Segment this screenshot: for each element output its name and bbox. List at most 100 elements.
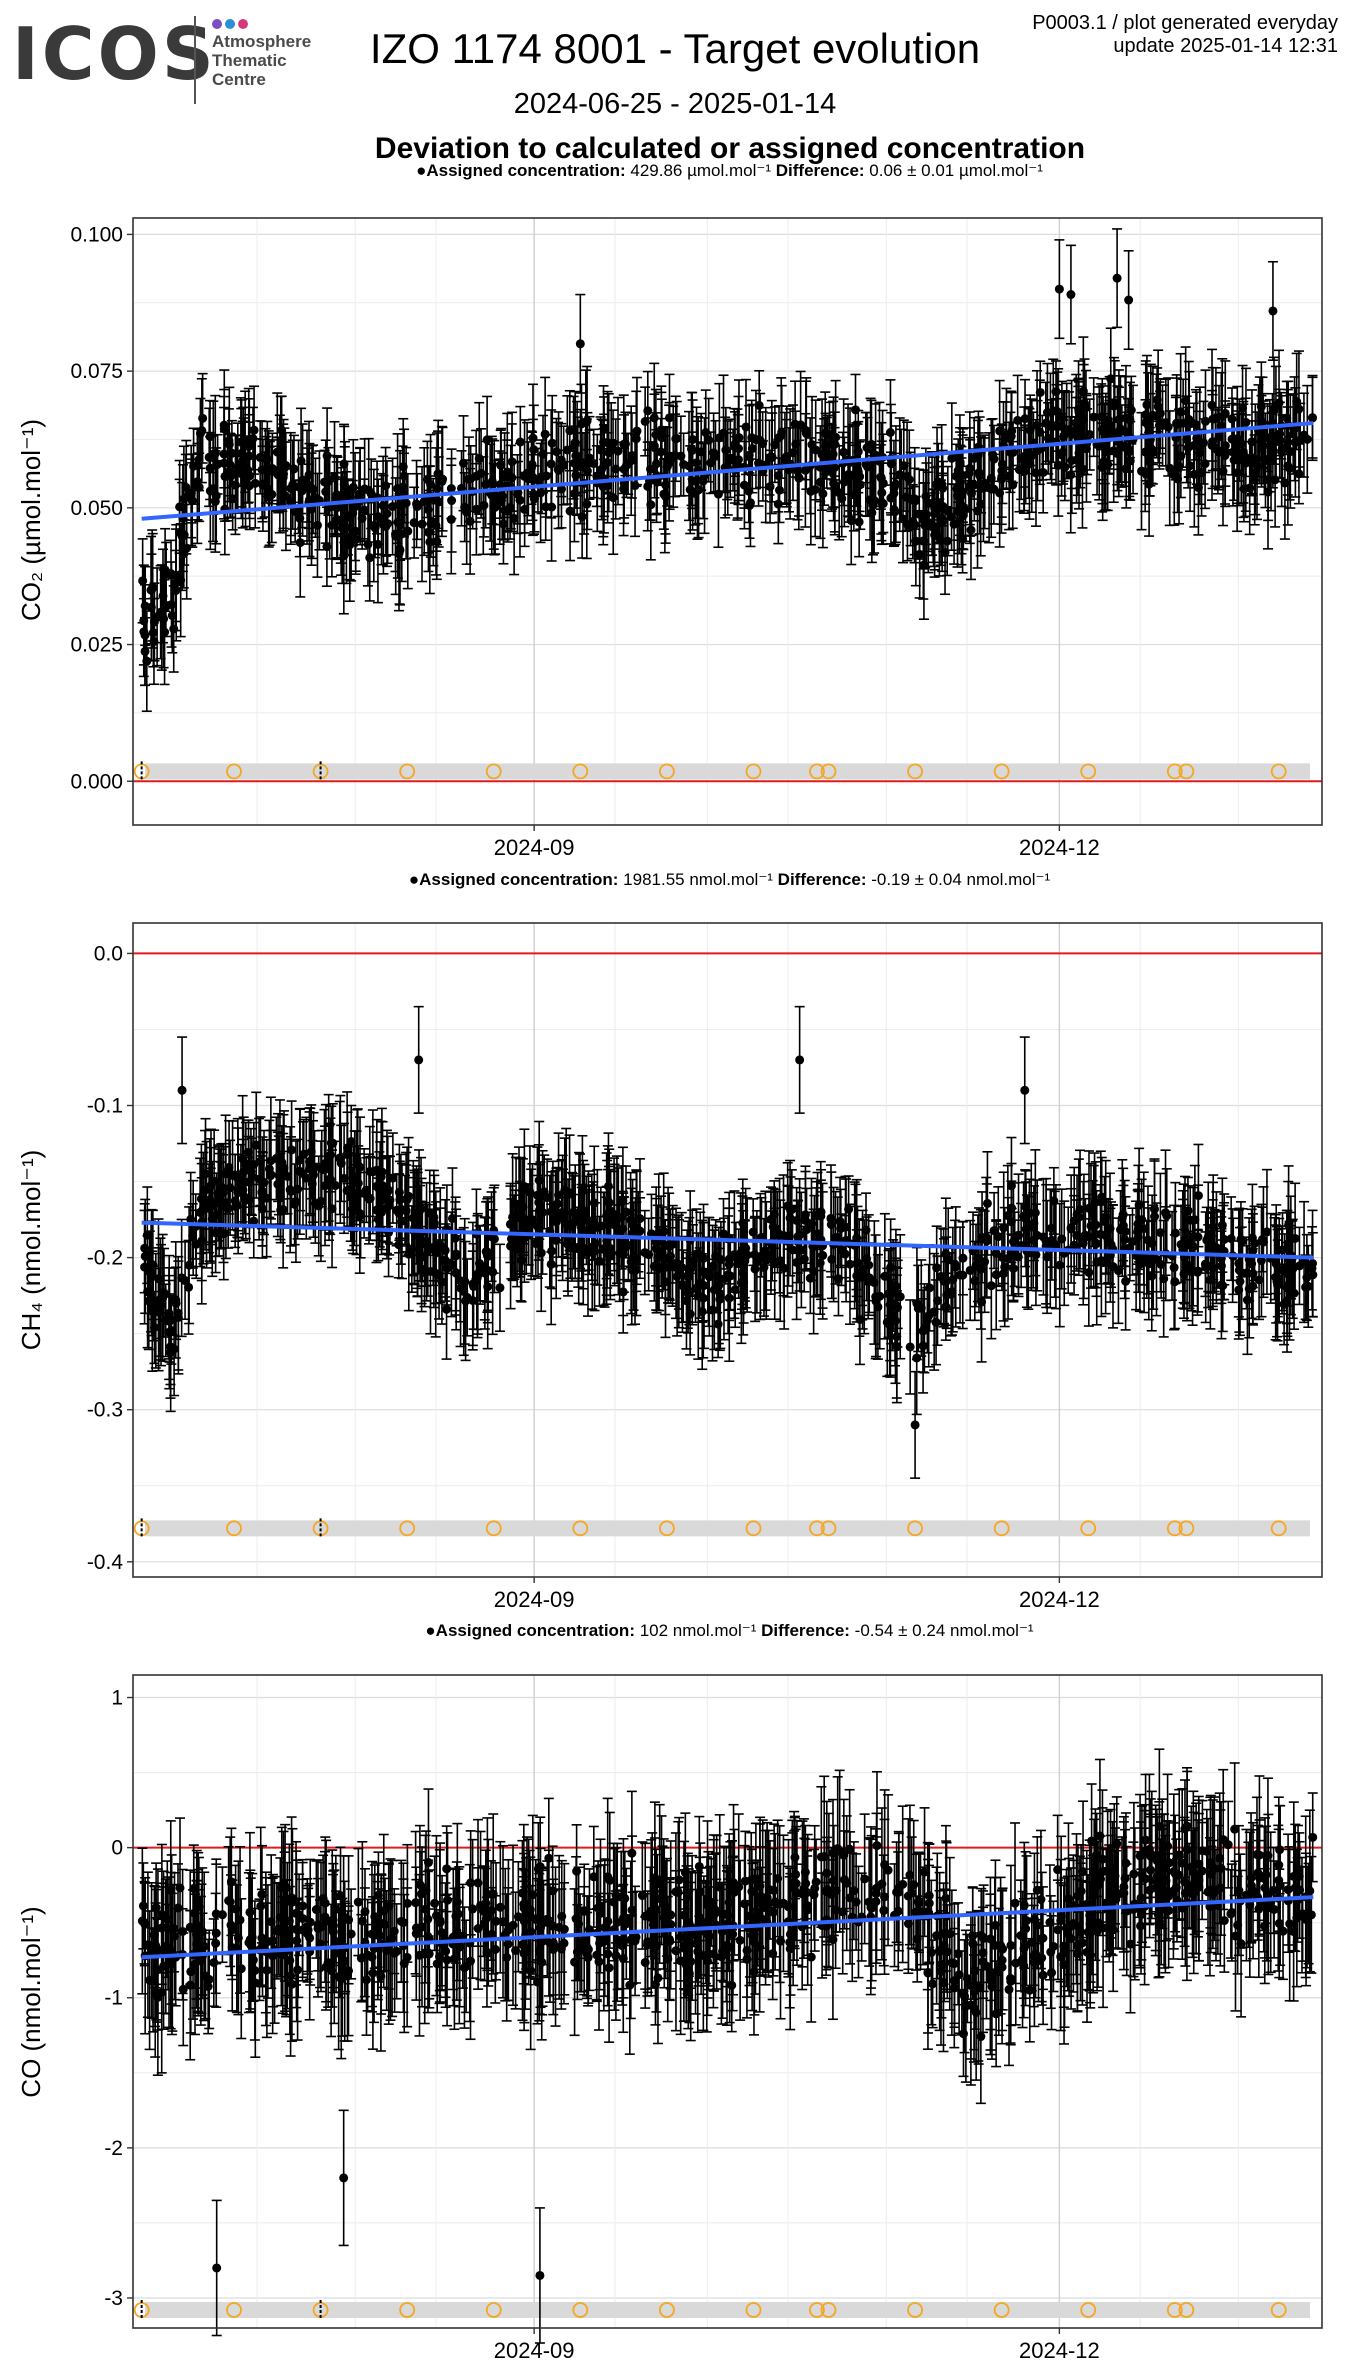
data-point	[1097, 440, 1107, 450]
data-point	[138, 576, 148, 586]
data-point	[701, 428, 711, 438]
data-point	[562, 445, 572, 455]
data-point	[1074, 414, 1084, 424]
data-point	[997, 466, 1007, 476]
data-point	[1216, 421, 1226, 431]
data-point	[431, 520, 441, 530]
data-point	[515, 437, 525, 447]
data-point	[1294, 404, 1304, 414]
data-point	[290, 506, 300, 516]
data-point	[171, 586, 181, 596]
data-point	[902, 471, 912, 481]
caption-text: 429.86 µmol.mol⁻¹	[626, 161, 772, 180]
data-point	[1076, 423, 1086, 433]
data-point	[933, 499, 943, 509]
data-point	[312, 520, 322, 530]
data-point	[1176, 407, 1186, 417]
data-point	[1232, 468, 1242, 478]
data-point	[146, 585, 156, 595]
data-point	[791, 439, 801, 449]
logo-sub-line: Atmosphere	[212, 32, 312, 51]
data-point	[1035, 427, 1045, 437]
data-point	[734, 433, 744, 443]
data-point	[599, 423, 609, 433]
data-point	[899, 461, 909, 471]
data-point	[171, 578, 181, 588]
data-point	[855, 480, 865, 490]
data-point	[304, 470, 314, 480]
data-point	[661, 480, 671, 490]
data-point	[403, 526, 413, 536]
data-point	[770, 440, 780, 450]
data-point	[1257, 417, 1267, 427]
data-point	[194, 482, 204, 492]
data-point	[1178, 418, 1188, 428]
marker-band	[145, 1520, 1310, 1537]
data-point	[537, 472, 547, 482]
caption-text: -0.19 ± 0.04 nmol.mol⁻¹	[866, 870, 1050, 889]
data-point	[569, 489, 579, 499]
data-point	[204, 452, 214, 462]
data-point	[976, 499, 986, 509]
data-point	[350, 502, 360, 512]
data-point	[1247, 437, 1257, 447]
data-point	[608, 493, 618, 503]
data-point	[225, 460, 235, 470]
data-point	[205, 463, 215, 473]
data-point	[244, 451, 254, 461]
data-point	[295, 513, 305, 523]
data-point	[877, 488, 887, 498]
icos-logo: ICOS Atmosphere Thematic Centre	[12, 12, 342, 104]
data-point	[294, 482, 304, 492]
data-point	[1145, 457, 1155, 467]
data-point	[1141, 447, 1151, 457]
data-point	[891, 479, 901, 489]
data-point	[1025, 425, 1035, 435]
data-point	[381, 481, 391, 491]
data-point	[248, 434, 258, 444]
data-point	[997, 472, 1007, 482]
data-point	[343, 512, 353, 522]
data-point	[1176, 451, 1186, 461]
data-point	[806, 486, 816, 496]
data-point	[1054, 284, 1064, 294]
calibration-marker	[1080, 763, 1097, 780]
data-point	[627, 450, 637, 460]
data-point	[281, 491, 291, 501]
data-point	[1109, 446, 1119, 456]
data-point	[1195, 441, 1205, 451]
data-point	[878, 499, 888, 509]
data-point	[1089, 412, 1099, 422]
data-point	[1020, 414, 1030, 424]
data-point	[179, 549, 189, 559]
data-point	[1121, 463, 1131, 473]
data-point	[148, 628, 158, 638]
data-point	[339, 459, 349, 469]
data-point	[850, 405, 860, 415]
data-point	[322, 451, 332, 461]
data-point	[776, 430, 786, 440]
data-point	[1269, 406, 1279, 416]
data-point	[1114, 415, 1124, 425]
data-point	[462, 507, 472, 517]
data-point	[547, 502, 557, 512]
data-point	[773, 499, 783, 509]
data-point	[348, 482, 358, 492]
data-point	[964, 469, 974, 479]
calibration-marker	[745, 763, 762, 780]
data-point	[340, 481, 350, 491]
data-point	[706, 458, 716, 468]
data-point	[527, 459, 537, 469]
data-point	[257, 465, 267, 475]
data-point	[1182, 434, 1192, 444]
y-axis-label: CO₂ (µmol.mol⁻¹)	[16, 419, 46, 621]
data-point	[866, 444, 876, 454]
data-point	[1153, 402, 1163, 412]
data-point	[980, 478, 990, 488]
chart-caption: ●Assigned concentration: 429.86 µmol.mol…	[416, 161, 1043, 180]
date-range: 2024-06-25 - 2025-01-14	[513, 88, 837, 120]
data-point	[775, 485, 785, 495]
data-point	[953, 466, 963, 476]
data-point	[1207, 400, 1217, 410]
data-point	[947, 453, 957, 463]
